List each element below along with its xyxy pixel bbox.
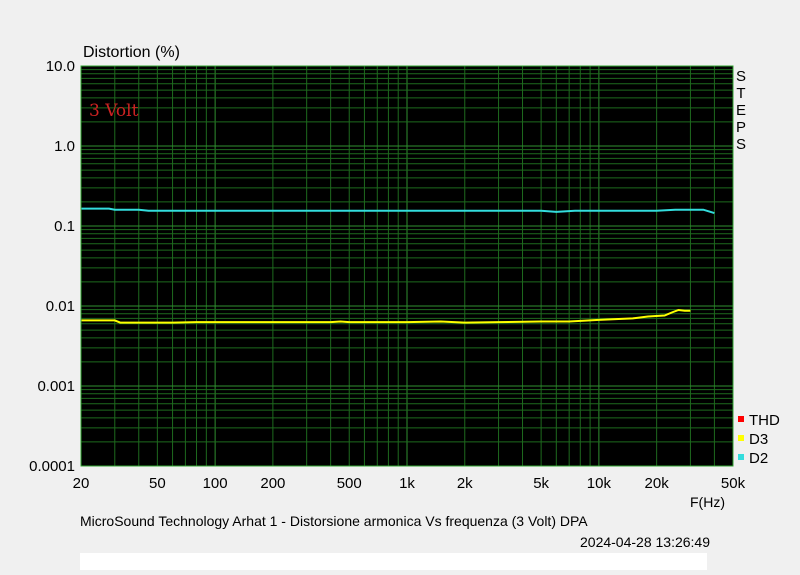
series-line-d3 [81,308,691,324]
legend-label-d2: D2 [749,450,768,467]
x-tick-label: 5k [533,475,549,492]
x-tick-label: 2k [457,475,473,492]
series-lines [81,207,715,324]
footer-title: MicroSound Technology Arhat 1 - Distorsi… [80,513,588,529]
legend-swatch-thd [738,416,744,422]
series-line-d2 [81,207,715,215]
footer-datetime: 2024-04-28 13:26:49 [580,534,710,550]
x-tick-labels: 20 50 100 200 500 1k 2k 5k 10k 20k 50k [73,475,746,492]
steps-letter: P [736,119,746,136]
plot-area [80,66,734,467]
y-tick-label: 0.0001 [29,458,75,475]
y-tick-label: 0.001 [37,378,75,395]
x-tick-label: 1k [399,475,415,492]
chart-title: Distortion (%) [83,44,180,61]
grid [80,66,734,467]
x-axis-label: F(Hz) [690,494,725,510]
legend-label-thd: THD [749,412,780,429]
x-tick-label: 50 [149,475,166,492]
steps-letter: E [736,102,746,119]
legend-swatch-d2 [738,454,744,460]
legend-swatch-d3 [738,435,744,441]
x-tick-label: 500 [337,475,362,492]
y-tick-label: 10.0 [46,58,75,75]
steps-letter: S [736,68,746,85]
x-tick-label: 100 [203,475,228,492]
steps-letter: S [736,136,746,153]
x-tick-label: 200 [260,475,285,492]
x-tick-label: 50k [721,475,746,492]
legend: THD D3 D2 [738,412,780,467]
x-tick-label: 20k [645,475,670,492]
y-tick-label: 1.0 [54,138,75,155]
annotation-label: 3 Volt [89,101,139,121]
x-tick-label: 10k [587,475,612,492]
y-tick-label: 0.01 [46,298,75,315]
x-tick-label: 20 [73,475,90,492]
y-tick-label: 0.1 [54,218,75,235]
legend-label-d3: D3 [749,431,768,448]
footer-strip [80,553,707,570]
plot-border [80,65,734,467]
steps-letter: T [736,85,745,102]
y-tick-labels: 0.0001 0.001 0.01 0.1 1.0 10.0 [29,58,75,475]
